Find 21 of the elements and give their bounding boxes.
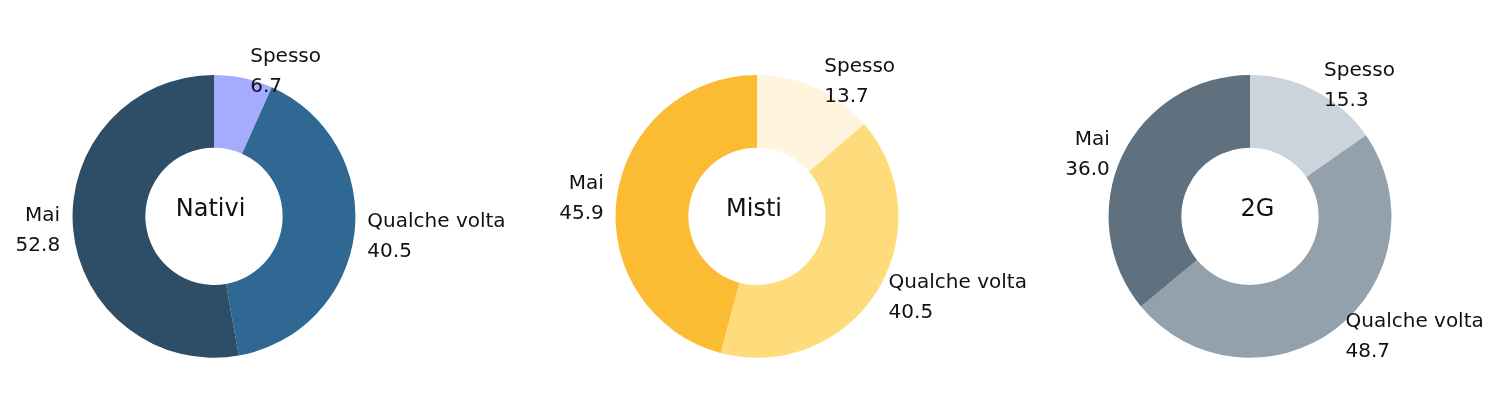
data-label: 15.3 <box>1324 86 1369 111</box>
slice-label: Mai <box>25 202 61 227</box>
data-label: 36.0 <box>1065 155 1110 180</box>
data-label: 52.8 <box>15 232 61 257</box>
slice-label: Qualche volta <box>1345 308 1484 333</box>
data-label: 13.7 <box>824 83 869 108</box>
slice-label: Spesso <box>1324 56 1395 81</box>
data-label: 40.5 <box>367 237 412 262</box>
text: 2G <box>1240 194 1275 222</box>
text: Misti <box>726 194 782 222</box>
slice-label: Mai <box>568 169 604 194</box>
slice-label: Spesso <box>250 43 321 68</box>
data-label: 40.5 <box>888 298 934 323</box>
slice-label: Spesso <box>824 53 896 78</box>
text: Nativi <box>175 194 246 222</box>
data-label: 48.7 <box>1345 338 1391 363</box>
slice-label: Qualche volta <box>888 268 1027 293</box>
slice-label: Qualche volta <box>367 207 506 232</box>
slice-label: Mai <box>1074 125 1110 150</box>
data-label: 45.9 <box>559 199 604 224</box>
data-label: 6.7 <box>250 73 283 98</box>
